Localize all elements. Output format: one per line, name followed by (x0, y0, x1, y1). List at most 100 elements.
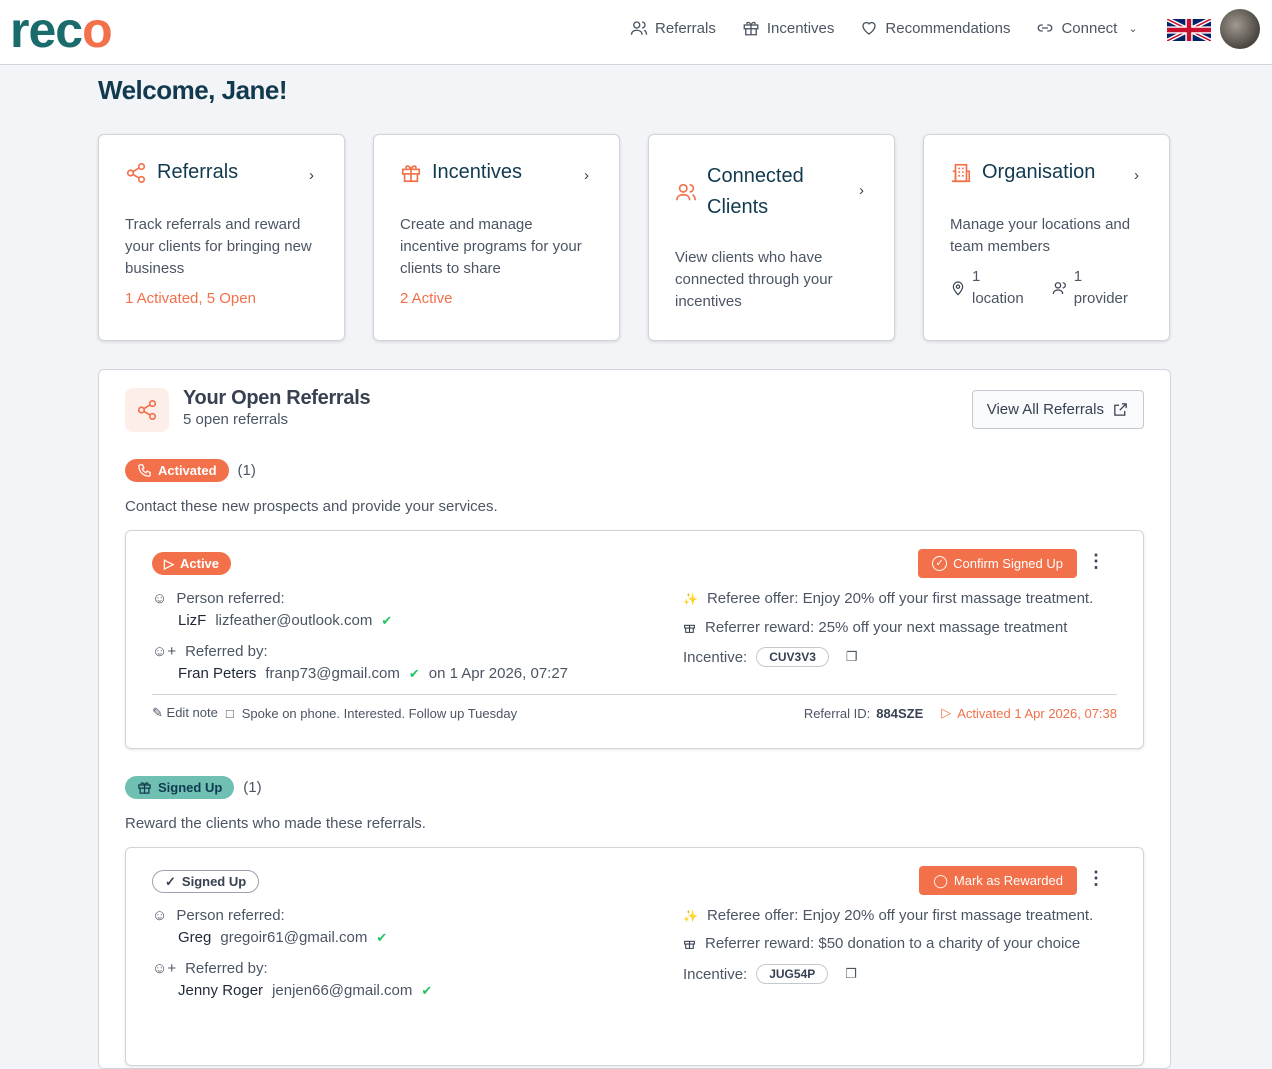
share-icon (125, 388, 169, 432)
group-count: (1) (243, 779, 262, 796)
card-status: 2 Active (400, 290, 453, 307)
referred-by-label: Referred by: (185, 643, 268, 660)
referee-offer: Referee offer: Enjoy 20% off your first … (706, 907, 1094, 924)
location-label: location (972, 290, 1024, 307)
verified-icon: ✔ (376, 929, 388, 945)
copy-icon[interactable]: ❐ (845, 649, 858, 664)
nav-connect[interactable]: Connect ⌄ (1036, 19, 1138, 37)
referral-footer: ✎ Edit note □ Spoke on phone. Interested.… (152, 694, 1117, 730)
mark-as-rewarded-button[interactable]: ◯ Mark as Rewarded (919, 866, 1077, 895)
person-email: lizfeather@outlook.com (215, 612, 373, 629)
card-connected-clients[interactable]: Connected Clients › View clients who hav… (648, 134, 895, 341)
chevron-right-icon: › (584, 167, 589, 184)
verified-icon: ✔ (421, 982, 433, 998)
nav-incentives[interactable]: Incentives (742, 19, 835, 37)
share-icon (126, 162, 146, 183)
avatar[interactable] (1220, 9, 1260, 49)
referral-id-label: Referral ID: (803, 705, 871, 721)
activated-date: Activated 1 Apr 2026, 07:38 (957, 705, 1117, 721)
more-options-icon[interactable]: ⋮ (1087, 551, 1105, 571)
user-plus-icon: ☺+ (152, 643, 177, 660)
badge-label: Signed Up (158, 780, 223, 795)
nav-label: Connect (1061, 19, 1118, 37)
check-circle-icon: ✓ (932, 556, 948, 571)
section-subtitle: 5 open referrals (183, 411, 289, 428)
referral-card: ✓ Signed Up ◯ Mark as Rewarded ⋮ ☺ Person r… (125, 847, 1144, 1066)
referrer-reward: Referrer reward: $50 donation to a chari… (705, 935, 1081, 952)
comment-icon: □ (225, 705, 234, 721)
incentive-code: CUV3V3 (756, 647, 829, 667)
play-icon: ▷ (941, 705, 952, 720)
nav-label: Incentives (766, 19, 835, 37)
building-icon (951, 163, 971, 182)
user-icon: ☺ (152, 907, 168, 924)
sparkles-icon: ✨ (683, 591, 698, 606)
status-badge: ✓ Signed Up (152, 870, 260, 893)
chevron-right-icon: › (309, 167, 314, 184)
person-name: Greg (178, 929, 212, 946)
external-link-icon (1114, 403, 1127, 416)
activated-badge[interactable]: Activated (125, 459, 229, 482)
referrer-email: franp73@gmail.com (265, 665, 400, 682)
signed-up-badge[interactable]: Signed Up (125, 776, 235, 799)
open-referrals-panel: Your Open Referrals 5 open referrals Vie… (98, 369, 1171, 1069)
user-plus-icon: ☺+ (152, 960, 177, 977)
provider-count: 1 (1073, 268, 1083, 285)
heart-icon (862, 21, 877, 35)
link-icon (1038, 24, 1053, 32)
referred-by-label: Referred by: (185, 960, 268, 977)
group-description: Reward the clients who made these referr… (125, 815, 426, 832)
card-title: Incentives (432, 161, 523, 183)
page-title: Welcome, Jane! (98, 75, 288, 105)
chevron-right-icon: › (859, 182, 864, 199)
edit-note-button[interactable]: ✎ Edit note (152, 705, 218, 720)
status-badge: ▷ Active (152, 552, 232, 575)
verified-icon: ✔ (381, 612, 393, 628)
referrer-email: jenjen66@gmail.com (272, 982, 413, 999)
card-organisation[interactable]: Organisation › Manage your locations and… (923, 134, 1170, 341)
gift-icon (684, 940, 695, 949)
view-all-referrals-button[interactable]: View All Referrals (971, 390, 1144, 429)
sparkles-icon: ✨ (683, 908, 698, 923)
nav-label: Recommendations (885, 19, 1011, 37)
referred-date: on 1 Apr 2026, 07:27 (428, 665, 569, 682)
phone-icon (138, 464, 151, 477)
card-title: Organisation (982, 161, 1096, 183)
location-count: 1 (972, 268, 981, 285)
card-desc: Track referrals and reward your clients … (125, 216, 312, 277)
section-title: Your Open Referrals (183, 387, 371, 409)
users-icon (1052, 282, 1066, 295)
chevron-right-icon: › (1134, 167, 1139, 184)
card-desc: View clients who have connected through … (675, 249, 833, 310)
card-status: 1 Activated, 5 Open (125, 290, 256, 307)
group-count: (1) (237, 462, 256, 479)
gift-icon (684, 624, 695, 633)
group-description: Contact these new prospects and provide … (125, 498, 498, 515)
card-desc: Manage your locations and team members (950, 216, 1131, 255)
user-icon: ☺ (152, 590, 168, 607)
referrer-reward: Referrer reward: 25% off your next massa… (705, 619, 1068, 636)
play-icon: ▷ (164, 555, 174, 571)
referrer-name: Fran Peters (178, 665, 257, 682)
person-name: LizF (178, 612, 207, 629)
provider-label: provider (1073, 290, 1128, 307)
reco-logo[interactable]: reco (10, 2, 113, 58)
gift-icon (401, 164, 421, 182)
referral-id: 884SZE (876, 705, 924, 721)
button-label: View All Referrals (986, 401, 1104, 418)
users-icon (676, 183, 696, 201)
copy-icon[interactable]: ❐ (845, 966, 857, 981)
uk-flag-icon[interactable] (1167, 19, 1211, 41)
users-icon (630, 21, 648, 35)
card-referrals[interactable]: Referrals › Track referrals and reward y… (98, 134, 345, 341)
incentive-label: Incentive: (683, 648, 748, 666)
more-options-icon[interactable]: ⋮ (1087, 868, 1105, 888)
badge-label: Activated (158, 463, 217, 478)
nav-label: Referrals (655, 19, 716, 37)
confirm-signed-up-button[interactable]: ✓ Confirm Signed Up (918, 549, 1077, 578)
nav-referrals[interactable]: Referrals (630, 19, 716, 37)
nav-recommendations[interactable]: Recommendations (860, 19, 1010, 37)
person-email: gregoir61@gmail.com (220, 929, 368, 946)
card-incentives[interactable]: Incentives › Create and manage incentive… (373, 134, 620, 341)
pencil-icon: ✎ (152, 705, 163, 720)
